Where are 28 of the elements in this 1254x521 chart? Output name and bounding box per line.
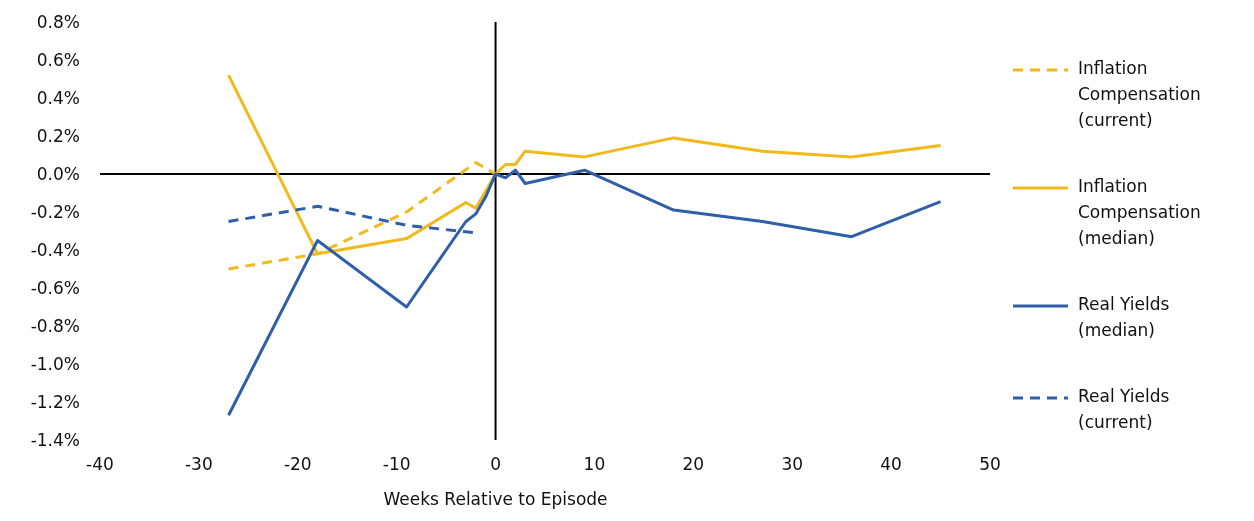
x-axis-title: Weeks Relative to Episode <box>383 489 608 509</box>
y-tick-label: 0.6% <box>36 49 80 70</box>
legend-label: Real Yields (median) <box>1078 293 1170 340</box>
x-tick-label: -20 <box>283 453 312 474</box>
y-tick-label: 0.8% <box>36 11 80 32</box>
x-tick-label: -30 <box>185 453 213 474</box>
x-tick-label: 0 <box>490 453 501 474</box>
y-tick-label: -1.2% <box>30 391 80 412</box>
x-tick-label: 50 <box>979 453 1001 474</box>
y-tick-label: -0.4% <box>30 239 80 260</box>
x-tick-label: -10 <box>382 453 411 474</box>
y-tick-label: -0.8% <box>30 315 80 336</box>
legend-label: Inflation Compensation (current) <box>1078 57 1201 130</box>
legend-label: Real Yields (current) <box>1078 385 1170 432</box>
x-tick-label: 30 <box>781 453 804 474</box>
y-tick-label: 0.2% <box>36 125 80 146</box>
line-series <box>227 168 943 417</box>
x-tick-label: 20 <box>682 453 705 474</box>
y-tick-label: -1.4% <box>30 429 80 450</box>
x-tick-label: 10 <box>583 453 606 474</box>
x-tick-label: -40 <box>86 453 114 474</box>
y-tick-label: -0.2% <box>30 201 80 222</box>
y-tick-label: -1.0% <box>30 353 80 374</box>
x-tick-label: 40 <box>880 453 902 474</box>
y-tick-label: 0.4% <box>36 87 80 108</box>
y-tick-label: 0.0% <box>36 163 80 184</box>
y-tick-label: -0.6% <box>30 277 80 298</box>
legend-label: Inflation Compensation (median) <box>1078 175 1201 248</box>
